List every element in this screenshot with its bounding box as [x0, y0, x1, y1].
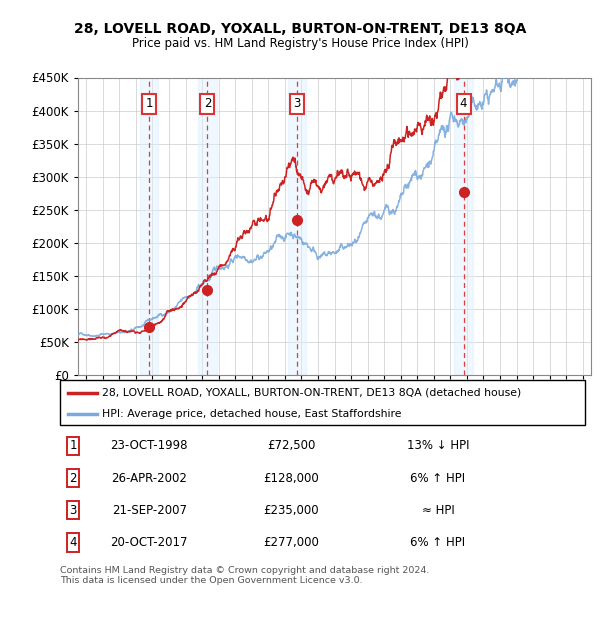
- Text: £235,000: £235,000: [263, 504, 319, 516]
- Bar: [199, 78, 217, 375]
- Text: 3: 3: [293, 97, 301, 110]
- Text: 2: 2: [70, 472, 77, 484]
- Text: 26-APR-2002: 26-APR-2002: [112, 472, 187, 484]
- Bar: [140, 78, 158, 375]
- Text: HPI: Average price, detached house, East Staffordshire: HPI: Average price, detached house, East…: [102, 409, 401, 419]
- Text: 20-OCT-2017: 20-OCT-2017: [110, 536, 188, 549]
- Text: 1: 1: [70, 440, 77, 452]
- Text: £128,000: £128,000: [263, 472, 319, 484]
- Text: 1: 1: [146, 97, 153, 110]
- Text: ≈ HPI: ≈ HPI: [422, 504, 454, 516]
- Text: 13% ↓ HPI: 13% ↓ HPI: [407, 440, 469, 452]
- Text: Price paid vs. HM Land Registry's House Price Index (HPI): Price paid vs. HM Land Registry's House …: [131, 37, 469, 50]
- Text: 6% ↑ HPI: 6% ↑ HPI: [410, 472, 466, 484]
- Bar: [287, 78, 306, 375]
- Text: 28, LOVELL ROAD, YOXALL, BURTON-ON-TRENT, DE13 8QA: 28, LOVELL ROAD, YOXALL, BURTON-ON-TRENT…: [74, 22, 526, 36]
- Text: 21-SEP-2007: 21-SEP-2007: [112, 504, 187, 516]
- Text: 4: 4: [460, 97, 467, 110]
- Text: 4: 4: [70, 536, 77, 549]
- Text: 3: 3: [70, 504, 77, 516]
- Text: 23-OCT-1998: 23-OCT-1998: [110, 440, 188, 452]
- Text: 2: 2: [203, 97, 211, 110]
- Text: £72,500: £72,500: [267, 440, 315, 452]
- Text: £277,000: £277,000: [263, 536, 319, 549]
- Bar: [454, 78, 473, 375]
- Text: Contains HM Land Registry data © Crown copyright and database right 2024.
This d: Contains HM Land Registry data © Crown c…: [60, 566, 430, 585]
- Text: 28, LOVELL ROAD, YOXALL, BURTON-ON-TRENT, DE13 8QA (detached house): 28, LOVELL ROAD, YOXALL, BURTON-ON-TRENT…: [102, 388, 521, 397]
- Text: 6% ↑ HPI: 6% ↑ HPI: [410, 536, 466, 549]
